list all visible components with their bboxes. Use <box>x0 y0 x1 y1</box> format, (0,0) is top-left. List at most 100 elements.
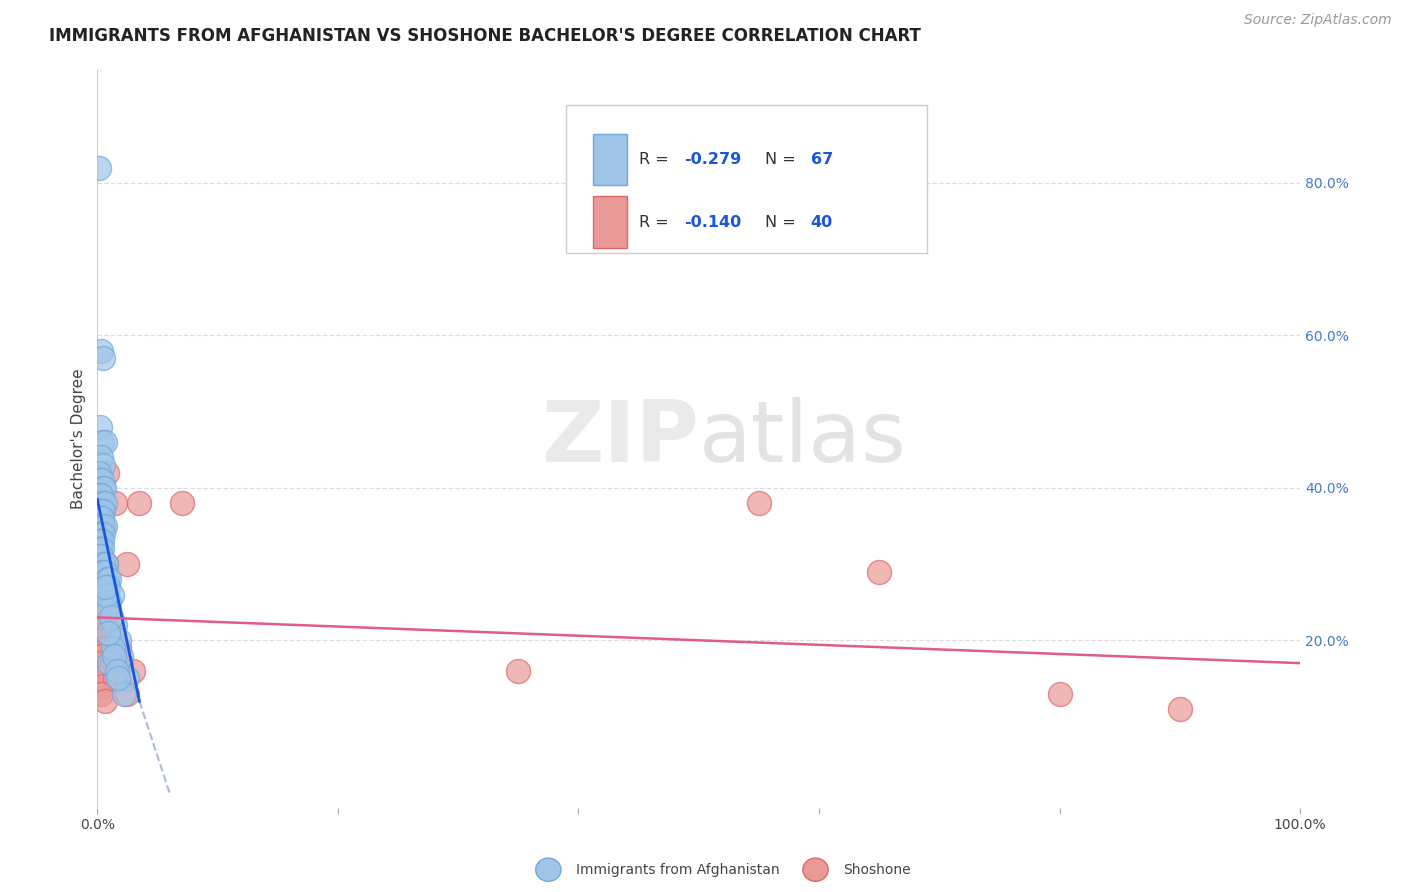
Point <box>89 504 111 518</box>
Point <box>91 557 114 571</box>
Point <box>93 519 115 533</box>
Point <box>90 633 112 648</box>
Text: IMMIGRANTS FROM AFGHANISTAN VS SHOSHONE BACHELOR'S DEGREE CORRELATION CHART: IMMIGRANTS FROM AFGHANISTAN VS SHOSHONE … <box>49 27 921 45</box>
Point <box>89 511 111 525</box>
Point <box>112 687 135 701</box>
Point <box>104 618 127 632</box>
Point <box>98 656 121 670</box>
Text: 40: 40 <box>811 215 832 229</box>
Text: Shoshone: Shoshone <box>844 863 911 877</box>
Point <box>748 496 770 510</box>
Y-axis label: Bachelor's Degree: Bachelor's Degree <box>72 368 86 508</box>
Point <box>1168 702 1191 716</box>
Point <box>101 625 124 640</box>
Point <box>90 541 112 556</box>
Point <box>89 541 111 556</box>
Point <box>87 541 110 556</box>
Point <box>101 588 124 602</box>
Point <box>508 664 530 678</box>
Point <box>90 687 112 701</box>
Point <box>117 687 139 701</box>
Point <box>89 419 111 434</box>
Point <box>105 664 128 678</box>
Point <box>90 504 112 518</box>
Point <box>93 664 115 678</box>
Bar <box>593 134 627 186</box>
Point <box>89 648 111 663</box>
Point <box>91 481 114 495</box>
Bar <box>593 196 627 248</box>
Point <box>90 580 112 594</box>
Point <box>90 473 112 487</box>
Point <box>87 511 110 525</box>
Point <box>93 640 115 655</box>
Text: Immigrants from Afghanistan: Immigrants from Afghanistan <box>576 863 780 877</box>
Point <box>89 618 111 632</box>
Point <box>104 648 127 663</box>
Point <box>91 565 114 579</box>
Text: atlas: atlas <box>699 397 907 480</box>
Point <box>87 488 110 502</box>
Point <box>90 549 112 564</box>
Text: R =: R = <box>638 215 673 229</box>
Point <box>93 588 115 602</box>
Point <box>90 488 112 502</box>
Point <box>93 458 115 472</box>
Point <box>89 504 111 518</box>
Point <box>170 496 193 510</box>
Point <box>94 557 117 571</box>
Point <box>98 595 121 609</box>
Point <box>91 534 114 549</box>
Point <box>90 511 112 525</box>
Point <box>104 672 127 686</box>
Point <box>93 565 115 579</box>
Point <box>94 557 117 571</box>
Point <box>93 496 115 510</box>
Point <box>94 588 117 602</box>
Point <box>107 672 129 686</box>
Text: ZIP: ZIP <box>541 397 699 480</box>
Point <box>89 519 111 533</box>
Point <box>90 519 112 533</box>
Point <box>89 534 111 549</box>
Point <box>100 610 122 624</box>
Point <box>89 534 111 549</box>
Point <box>122 664 145 678</box>
Point <box>868 565 890 579</box>
Point <box>1049 687 1071 701</box>
Point <box>128 496 150 510</box>
Point <box>101 640 124 655</box>
Point <box>93 435 115 450</box>
Point <box>91 435 114 450</box>
Point <box>98 603 121 617</box>
Point <box>89 526 111 541</box>
Text: R =: R = <box>638 152 673 167</box>
Point <box>93 496 115 510</box>
Point <box>96 603 118 617</box>
Text: 67: 67 <box>811 152 832 167</box>
Point <box>89 541 111 556</box>
Point <box>93 351 115 366</box>
Point <box>93 519 115 533</box>
Point <box>90 656 112 670</box>
Point <box>96 466 118 480</box>
Point <box>93 679 115 693</box>
Text: N =: N = <box>765 152 801 167</box>
Point <box>89 466 111 480</box>
Point <box>108 633 131 648</box>
FancyBboxPatch shape <box>567 105 927 253</box>
Point <box>91 618 114 632</box>
Point <box>89 519 111 533</box>
Point <box>98 572 121 586</box>
Point <box>110 656 132 670</box>
Text: N =: N = <box>765 215 801 229</box>
Text: -0.279: -0.279 <box>685 152 741 167</box>
Point <box>117 672 139 686</box>
Point <box>87 526 110 541</box>
Text: Source: ZipAtlas.com: Source: ZipAtlas.com <box>1244 13 1392 28</box>
Point <box>90 450 112 465</box>
Point <box>91 504 114 518</box>
Point <box>97 580 120 594</box>
Point <box>117 557 139 571</box>
Point <box>96 572 118 586</box>
